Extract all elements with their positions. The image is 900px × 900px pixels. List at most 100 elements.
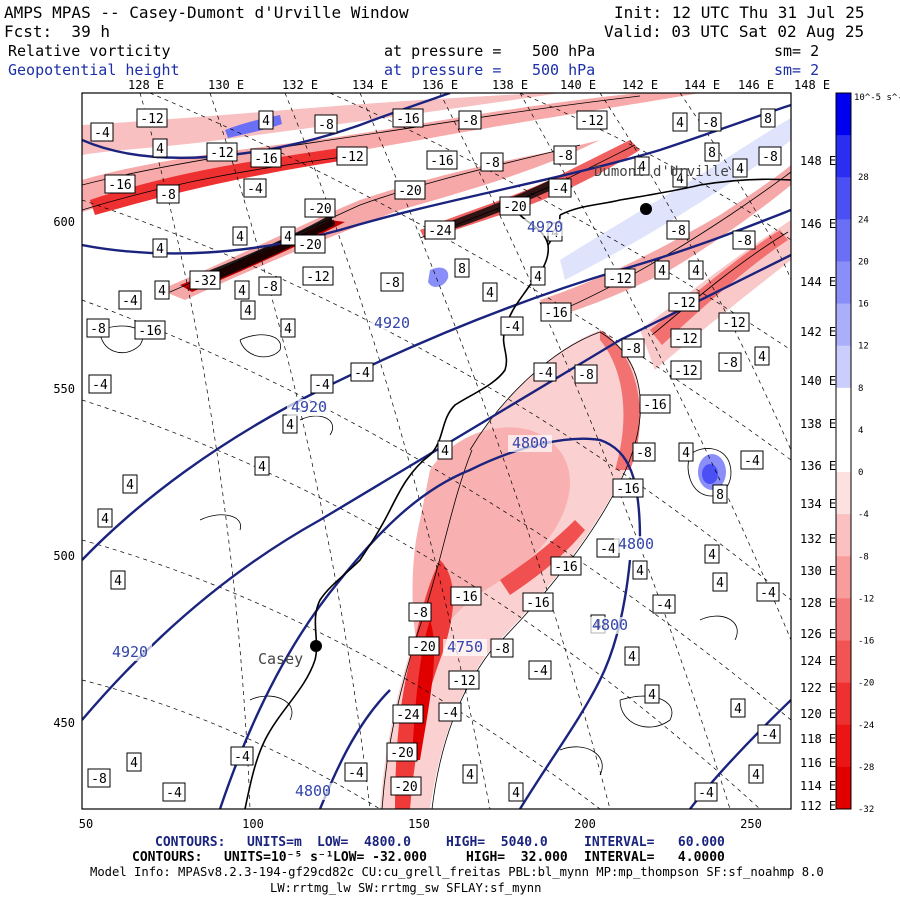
height-contour-label: 4800 (295, 782, 331, 800)
vorticity-contour-label: 4 (704, 544, 720, 564)
right-longitude-label: 118 E (800, 732, 836, 746)
svg-text:-4: -4 (354, 366, 370, 381)
vorticity-contour-label: -8 (458, 110, 482, 130)
colorbar-tick-label: 0 (858, 468, 863, 478)
vort-band-neg (90, 148, 360, 215)
vorticity-contour-label: -12 (136, 108, 168, 128)
axis-labels: 128 E 130 E 132 E 134 E 136 E 138 E 140 E 142 E… (53, 78, 836, 831)
svg-text:-8: -8 (462, 114, 478, 129)
right-longitude-label: 122 E (800, 681, 836, 695)
vorticity-contour-label: 4 (482, 282, 498, 302)
vorticity-contour-label: -8 (621, 338, 645, 358)
colorbar-tick-label: 12 (858, 342, 869, 352)
svg-text:-8: -8 (412, 606, 428, 621)
svg-text:-16: -16 (554, 560, 577, 575)
vorticity-contour-label: -12 (206, 142, 238, 162)
right-longitude-label: 128 E (800, 596, 836, 610)
vorticity-contour-label: 4 (258, 110, 274, 130)
top-longitude-label: 148 E (794, 78, 830, 92)
vorticity-contour-label: -8 (380, 272, 404, 292)
svg-text:4: 4 (286, 418, 294, 433)
vorticity-labels: -4 -12 4 -8 -16 -8 -12 4 -8 8 4 -12 -16 -12 -16 -8 -8 4 8 -… (86, 108, 782, 802)
station-casey-dot (310, 640, 322, 652)
x-axis-tick-label: 150 (408, 817, 430, 831)
top-longitude-label: 132 E (282, 78, 318, 92)
field1-name: Relative vorticity (8, 42, 171, 60)
svg-text:4: 4 (512, 786, 520, 801)
vorticity-contour-label: 4 (672, 112, 688, 132)
top-longitude-label: 146 E (738, 78, 774, 92)
right-longitude-label: 142 E (800, 325, 836, 339)
footer-contours-height-units: UNITS=m (247, 835, 302, 850)
vorticity-contour-label: 4 (254, 456, 270, 476)
svg-text:4: 4 (682, 446, 690, 461)
svg-text:-8: -8 (702, 116, 718, 131)
svg-text:-8: -8 (160, 188, 176, 203)
colorbar-swatch (836, 177, 851, 220)
svg-text:-4: -4 (92, 378, 108, 393)
vorticity-contour-label: -16 (392, 108, 424, 128)
vort-band-pos (702, 464, 718, 484)
vorticity-contour-label: -4 (740, 450, 764, 470)
svg-text:-12: -12 (608, 272, 631, 287)
vorticity-contour-label: -8 (718, 352, 742, 372)
vort-band-neg (600, 330, 640, 470)
colorbar-tick-label: -28 (858, 763, 874, 773)
colorbar-swatch (836, 135, 851, 178)
svg-text:-8: -8 (318, 118, 334, 133)
svg-text:8: 8 (716, 488, 724, 503)
vorticity-contour-label: -16 (540, 302, 572, 322)
colorbar: 10^-5 s^-1 28 24 20 16 12 8 4 0 -4 -8 -12 -16 -20 -24 -… (835, 92, 900, 815)
vorticity-contour-label: 4 (672, 168, 688, 188)
svg-text:-12: -12 (452, 674, 475, 689)
field1-smoothing: sm= 2 (774, 42, 820, 60)
height-contour-label: 4750 (447, 638, 483, 656)
right-longitude-label: 146 E (800, 217, 836, 231)
vorticity-contour-label: -20 (499, 196, 531, 216)
svg-text:-8: -8 (736, 234, 752, 249)
svg-text:4: 4 (676, 116, 684, 131)
svg-text:-8: -8 (557, 149, 573, 164)
colorbar-tick-label: 16 (858, 300, 869, 310)
footer-contours-vort-label: CONTOURS: (132, 850, 203, 865)
vorticity-contour-label: 4 (234, 280, 250, 300)
plot-title: AMPS MPAS -- Casey-Dumont d'Urville Wind… (4, 3, 409, 22)
svg-text:-8: -8 (670, 224, 686, 239)
vorticity-contour-label: 4 (280, 318, 296, 338)
vorticity-contour-label: -20 (304, 198, 336, 218)
svg-text:-12: -12 (306, 270, 329, 285)
svg-text:-8: -8 (90, 322, 106, 337)
vorticity-contour-label: -24 (424, 220, 456, 240)
top-longitude-label: 138 E (492, 78, 528, 92)
colorbar-swatch (836, 219, 851, 262)
colorbar-swatch (836, 472, 851, 515)
vorticity-contour-label: 4 (282, 414, 298, 434)
colorbar-tick-label: 20 (858, 257, 869, 267)
vort-band-neg (650, 230, 788, 345)
vorticity-contour-label: 8 (760, 108, 776, 128)
footer-contours-height-label: CONTOURS: (155, 835, 226, 850)
vorticity-contour-label: 4 (280, 226, 296, 246)
svg-text:-20: -20 (412, 640, 435, 655)
vorticity-contour-label: -12 (576, 110, 608, 130)
svg-text:-12: -12 (140, 112, 163, 127)
vorticity-contour-label: -16 (639, 394, 671, 414)
vorticity-contour-label: -8 (666, 220, 690, 240)
svg-text:4: 4 (156, 242, 164, 257)
y-axis-tick-label: 550 (53, 382, 75, 396)
vorticity-contour-label: -4 (756, 582, 780, 602)
svg-text:4: 4 (101, 512, 109, 527)
vorticity-contour-label: -8 (408, 602, 432, 622)
colorbar-tick-label: -20 (858, 679, 874, 689)
vorticity-contour-label: -8 (87, 768, 111, 788)
svg-text:4: 4 (708, 548, 716, 563)
vorticity-contour-label: -12 (336, 146, 368, 166)
top-longitude-label: 142 E (622, 78, 658, 92)
vorticity-contour-label: 4 (634, 156, 650, 176)
vorticity-contour-label: 4 (152, 138, 168, 158)
vorticity-contour-label: -16 (134, 320, 166, 340)
svg-text:-4: -4 (348, 766, 364, 781)
field1-pressure-label: at pressure = (384, 42, 502, 60)
svg-text:-8: -8 (625, 342, 641, 357)
